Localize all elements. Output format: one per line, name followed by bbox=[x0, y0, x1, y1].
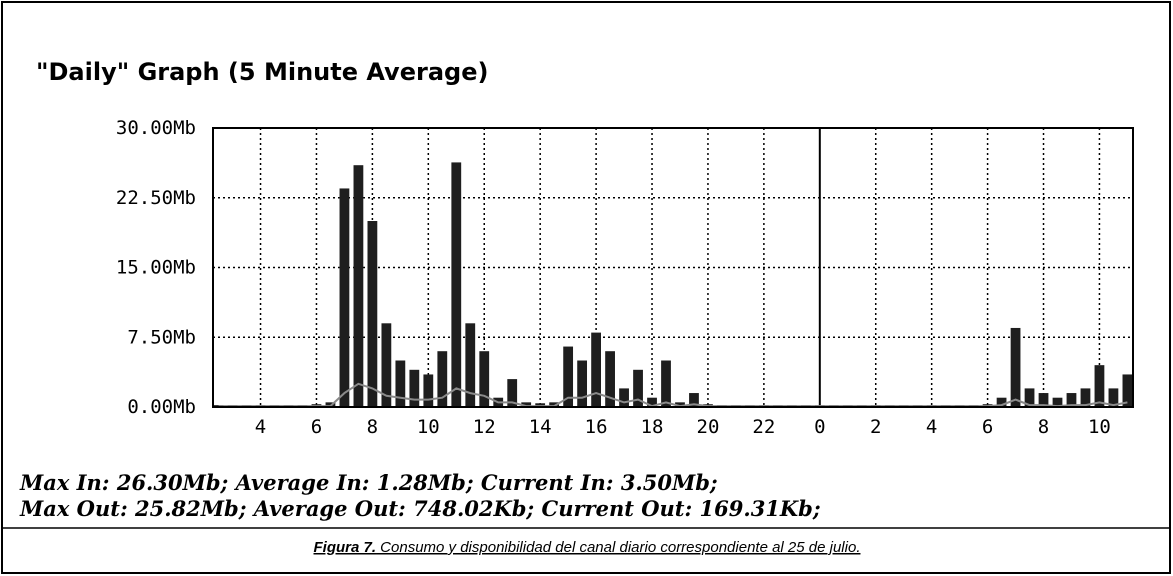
bar bbox=[1024, 388, 1035, 407]
bar bbox=[1122, 374, 1133, 407]
bar bbox=[689, 393, 699, 407]
x-tick-label: 14 bbox=[529, 416, 552, 438]
x-tick-label: 18 bbox=[641, 416, 664, 438]
bar bbox=[563, 346, 574, 407]
stats-line: Max In: 26.30Mb; Average In: 1.28Mb; Cur… bbox=[19, 470, 718, 495]
bar bbox=[1010, 327, 1021, 407]
bar bbox=[395, 360, 406, 407]
x-tick-label: 0 bbox=[814, 416, 825, 438]
bar bbox=[507, 379, 518, 407]
x-tick-label: 6 bbox=[982, 416, 993, 438]
bar bbox=[381, 323, 392, 407]
bar bbox=[325, 402, 336, 407]
bar bbox=[605, 351, 615, 407]
bar bbox=[437, 351, 448, 407]
y-tick-label: 7.50Mb bbox=[127, 326, 196, 348]
bar bbox=[1066, 393, 1077, 407]
bar bbox=[619, 388, 629, 407]
stats-line: Max Out: 25.82Mb; Average Out: 748.02Kb;… bbox=[19, 496, 821, 521]
bar bbox=[661, 360, 671, 407]
bar bbox=[339, 188, 350, 407]
bar bbox=[367, 221, 378, 407]
plot-border bbox=[212, 127, 1134, 408]
y-tick-label: 15.00Mb bbox=[116, 257, 196, 279]
x-tick-label: 8 bbox=[1038, 416, 1049, 438]
y-tick-label: 0.00Mb bbox=[127, 396, 196, 418]
x-tick-label: 2 bbox=[870, 416, 881, 438]
x-tick-label: 4 bbox=[926, 416, 937, 438]
bar bbox=[409, 369, 420, 407]
y-tick-label: 30.00Mb bbox=[116, 117, 196, 139]
chart-title: "Daily" Graph (5 Minute Average) bbox=[36, 58, 488, 86]
bar bbox=[465, 323, 476, 407]
bar bbox=[1094, 365, 1105, 407]
bar bbox=[521, 402, 532, 407]
bar bbox=[353, 165, 364, 407]
bar bbox=[577, 360, 588, 407]
bar bbox=[675, 402, 685, 407]
bar bbox=[451, 162, 462, 407]
x-tick-label: 16 bbox=[585, 416, 608, 438]
bar bbox=[1052, 397, 1063, 407]
bar bbox=[549, 402, 560, 407]
bar bbox=[1038, 393, 1049, 407]
bar bbox=[479, 351, 490, 407]
x-tick-label: 10 bbox=[417, 416, 440, 438]
bar bbox=[633, 369, 643, 407]
x-tick-label: 8 bbox=[367, 416, 378, 438]
caption-text: Consumo y disponibilidad del canal diari… bbox=[376, 539, 860, 556]
y-tick-label: 22.50Mb bbox=[116, 187, 196, 209]
caption-label: Figura 7. bbox=[314, 539, 377, 556]
caption: Figura 7. Consumo y disponibilidad del c… bbox=[314, 539, 861, 556]
bar bbox=[1108, 388, 1119, 407]
x-tick-label: 6 bbox=[311, 416, 322, 438]
bar bbox=[1080, 388, 1091, 407]
x-tick-label: 10 bbox=[1088, 416, 1111, 438]
bar bbox=[647, 397, 657, 407]
x-tick-label: 12 bbox=[473, 416, 496, 438]
bar bbox=[996, 397, 1007, 407]
bar bbox=[591, 332, 601, 407]
x-tick-label: 22 bbox=[752, 416, 775, 438]
bar bbox=[423, 374, 434, 407]
x-tick-label: 4 bbox=[255, 416, 266, 438]
x-tick-label: 20 bbox=[697, 416, 720, 438]
